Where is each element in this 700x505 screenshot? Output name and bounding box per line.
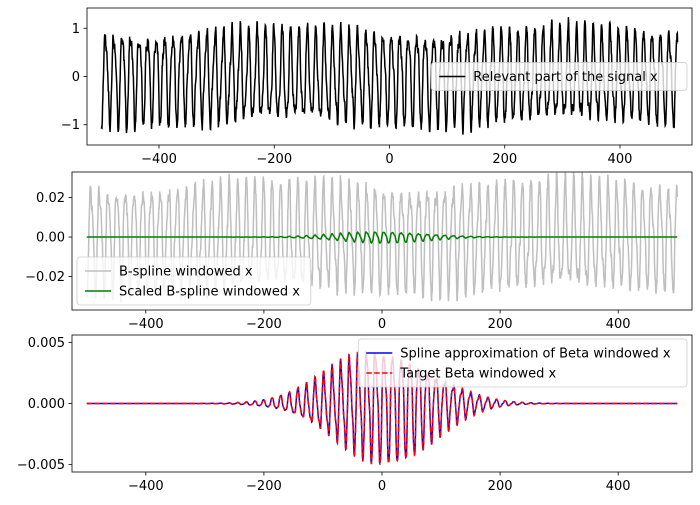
subplot-2: −400 −200 0 200 400 −0.02 0.00 0.02 B-spline win… xyxy=(25,171,693,332)
x-tick-label: −400 xyxy=(128,479,164,494)
series-line-2 xyxy=(86,351,678,465)
legend-box xyxy=(430,62,688,91)
legend-box xyxy=(76,256,312,306)
y-tick-label: 0.005 xyxy=(28,336,65,351)
x-tick-label: 400 xyxy=(606,317,631,332)
legend: Spline approximation of Beta windowed x T… xyxy=(357,338,688,388)
legend-label: B-spline windowed x xyxy=(119,265,253,280)
x-tick-label: −400 xyxy=(141,152,177,167)
legend: Relevant part of the signal x xyxy=(430,62,688,91)
y-tick-label: −0.005 xyxy=(17,458,65,473)
y-tick-label: 0 xyxy=(72,70,80,85)
y-tick-label: −0.02 xyxy=(25,270,65,285)
x-tick-label: 200 xyxy=(488,317,513,332)
x-tick-label: 200 xyxy=(488,479,513,494)
x-tick-label: 400 xyxy=(608,152,633,167)
y-tick-label: 0.000 xyxy=(28,397,65,412)
x-tick-label: −200 xyxy=(246,317,282,332)
x-tick-label: 200 xyxy=(492,152,517,167)
series-line-2 xyxy=(86,231,678,244)
y-tick-label: −1 xyxy=(61,118,80,133)
x-tick-label: −200 xyxy=(246,479,282,494)
x-tick-label: −400 xyxy=(128,317,164,332)
legend-label: Relevant part of the signal x xyxy=(473,70,658,85)
x-tick-label: −200 xyxy=(256,152,292,167)
legend-label: Target Beta windowed x xyxy=(399,367,556,382)
legend: B-spline windowed x Scaled B-spline windo… xyxy=(76,256,312,306)
x-tick-label: 0 xyxy=(378,317,386,332)
legend-label: Spline approximation of Beta windowed x xyxy=(400,347,671,362)
legend-label: Scaled B-spline windowed x xyxy=(119,285,300,300)
x-tick-label: 0 xyxy=(385,152,393,167)
x-tick-label: 400 xyxy=(606,479,631,494)
subplot-3: −400 −200 0 200 400 −0.005 0.000 0.005 Spline ap… xyxy=(17,334,693,494)
y-tick-label: 0.00 xyxy=(36,231,65,246)
subplot-1: −400 −200 0 200 400 −1 0 1 Relevant part of the … xyxy=(61,7,693,167)
legend-box xyxy=(357,338,688,388)
y-tick-label: 1 xyxy=(72,22,80,37)
series-line-1 xyxy=(100,17,679,135)
y-tick-label: 0.02 xyxy=(36,191,65,206)
x-tick-label: 0 xyxy=(378,479,386,494)
